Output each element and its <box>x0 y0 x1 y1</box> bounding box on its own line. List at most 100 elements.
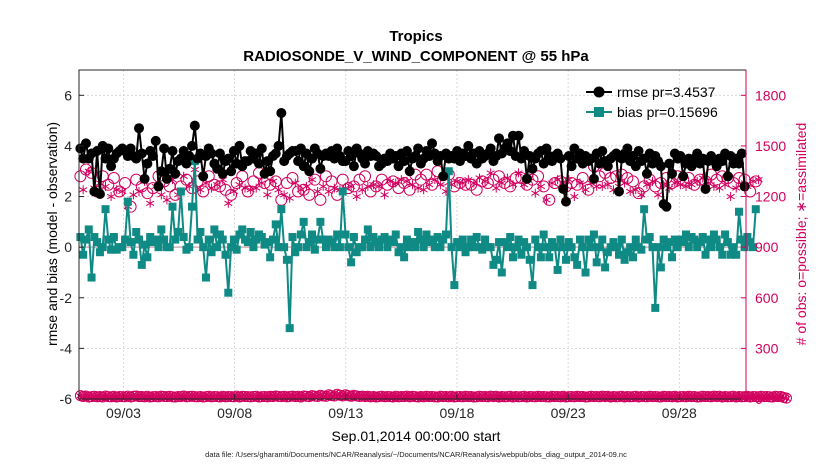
bias-point <box>79 250 88 259</box>
obs-assimilated-point <box>575 178 585 188</box>
obs-assimilated-point <box>291 178 300 188</box>
rmse-point <box>315 163 326 174</box>
bias-point <box>411 243 420 252</box>
bias-point <box>135 235 144 244</box>
rmse-point <box>527 163 538 174</box>
bias-point <box>656 263 665 272</box>
rmse-point <box>187 140 198 151</box>
bias-point <box>659 235 668 244</box>
bias-point <box>511 243 520 252</box>
bias-point <box>628 253 637 262</box>
obs-assimilated-point <box>118 186 127 196</box>
bias-point <box>631 235 640 244</box>
obs-assimilated-point <box>626 186 635 196</box>
bias-point <box>210 225 219 234</box>
legend-rmse-marker <box>593 86 605 98</box>
bias-point <box>662 243 671 252</box>
bias-point <box>107 245 116 254</box>
bias-point <box>668 253 677 262</box>
bias-point <box>520 238 529 247</box>
bias-point <box>670 235 679 244</box>
obs-assimilated-point <box>101 181 110 191</box>
bias-point <box>478 245 487 254</box>
rmse-point <box>736 148 747 159</box>
bias-point <box>651 303 660 312</box>
bias-point <box>486 243 495 252</box>
bias-point <box>701 250 710 259</box>
bias-point <box>439 235 448 244</box>
obs-assimilated-point <box>536 181 546 191</box>
obs-assimilated-point <box>681 181 691 191</box>
bias-point <box>617 235 626 244</box>
rmse-point <box>217 168 228 179</box>
obs-assimilated-point <box>581 185 590 195</box>
bias-point <box>461 248 470 257</box>
bias-point <box>648 243 657 252</box>
bias-point <box>285 324 294 333</box>
bias-point <box>709 230 718 239</box>
rmse-point <box>265 166 276 177</box>
obs-assimilated-point <box>508 180 518 190</box>
bias-point <box>704 235 713 244</box>
obs-assimilated-point <box>302 181 311 191</box>
bias-point <box>93 238 102 247</box>
bias-point <box>335 243 344 252</box>
bias-point <box>154 243 163 252</box>
bias-point <box>595 243 604 252</box>
bias-point <box>143 253 152 262</box>
bias-point <box>575 235 584 244</box>
bias-point <box>232 245 241 254</box>
bias-point <box>129 250 138 259</box>
obs-assimilated-point <box>648 176 657 186</box>
obs-assimilated-point <box>240 183 250 193</box>
bias-point <box>679 238 688 247</box>
bias-point <box>402 235 411 244</box>
rmse-point <box>198 171 209 182</box>
bias-point <box>199 243 208 252</box>
bias-point <box>592 258 601 267</box>
obs-assimilated-point <box>637 190 646 200</box>
bias-point <box>349 233 358 242</box>
bias-point <box>229 235 238 244</box>
rmse-point <box>597 145 608 156</box>
bias-point <box>578 243 587 252</box>
rmse-point <box>273 140 284 151</box>
bias-point <box>193 235 202 244</box>
obs-possible-point <box>744 185 757 198</box>
bias-point <box>246 227 255 236</box>
bias-point <box>433 233 442 242</box>
bias-point <box>640 205 649 214</box>
obs-assimilated-series <box>79 165 763 212</box>
x-axis-ticks: 09/03 09/08 09/13 09/18 09/23 09/28 <box>106 394 697 421</box>
obs-assimilated-point <box>229 186 239 196</box>
bias-point <box>737 235 746 244</box>
bias-point <box>140 240 149 249</box>
bias-point <box>673 243 682 252</box>
bias-point <box>174 227 183 236</box>
rmse-point <box>404 166 415 177</box>
bias-point <box>221 250 230 259</box>
bias-point <box>296 230 305 239</box>
bias-point <box>712 235 721 244</box>
bias-point <box>414 227 423 236</box>
bias-point <box>450 281 459 290</box>
x-tick-label: 09/23 <box>551 405 586 421</box>
rmse-point <box>541 143 552 154</box>
obs-assimilated-point <box>480 176 490 186</box>
obs-assimilated-point <box>503 173 512 183</box>
rmse-point <box>516 153 527 164</box>
bias-point <box>695 238 704 247</box>
bias-point <box>408 238 417 247</box>
rmse-point <box>614 186 625 197</box>
bias-point <box>654 243 663 252</box>
obs-assimilated-point <box>497 178 506 188</box>
rmse-point <box>170 168 181 179</box>
obs-assimilated-point <box>631 185 640 195</box>
bias-point <box>168 202 177 211</box>
bias-point <box>612 243 621 252</box>
rmse-point <box>513 130 524 141</box>
bias-point <box>394 248 403 257</box>
rmse-point <box>427 138 438 149</box>
obs-assimilated-point <box>84 166 93 176</box>
